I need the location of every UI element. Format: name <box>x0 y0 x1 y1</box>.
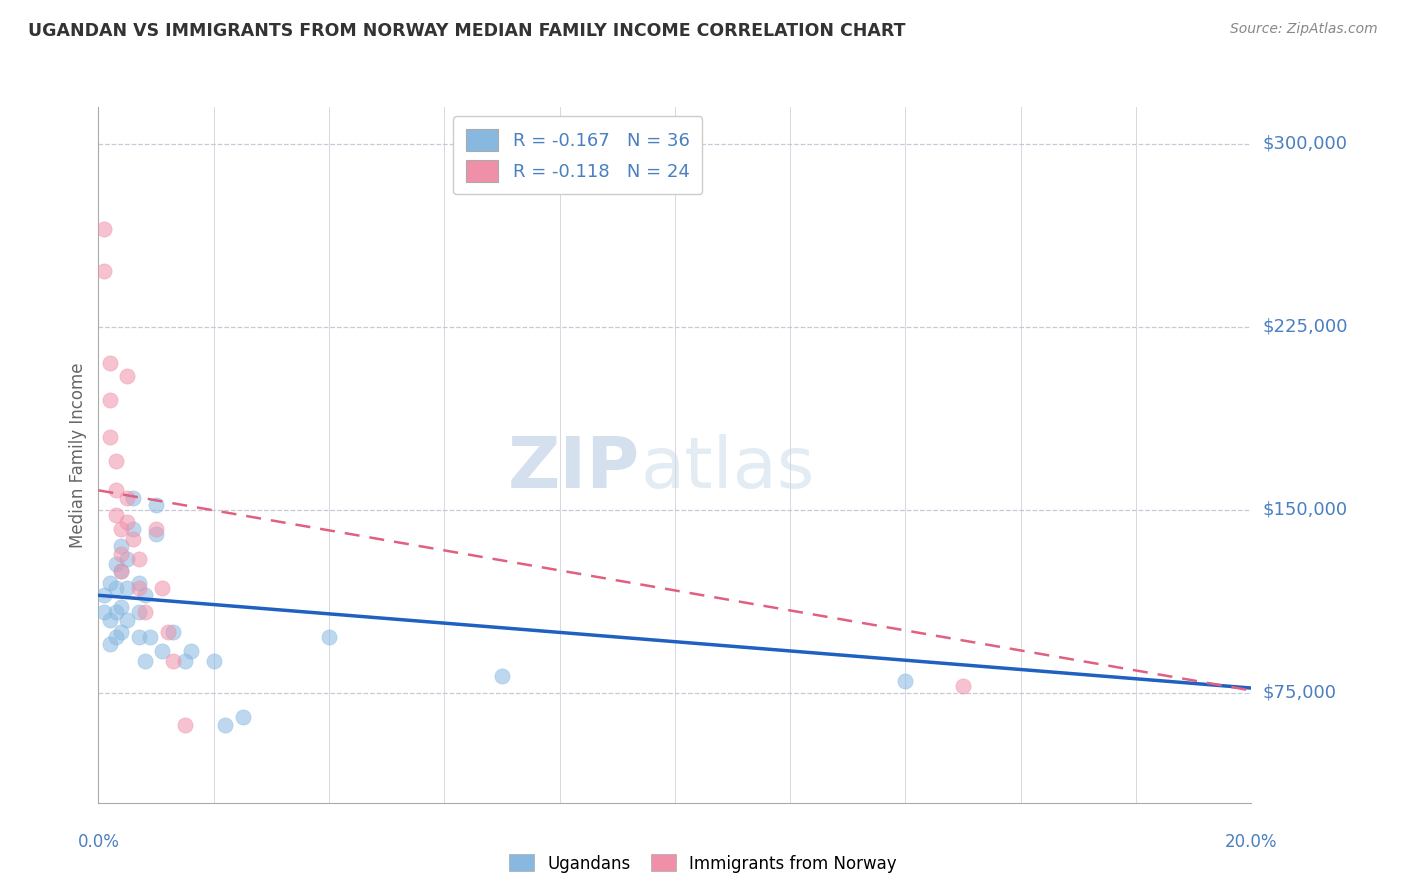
Point <box>145 522 167 536</box>
Point <box>104 630 127 644</box>
Point <box>318 630 340 644</box>
Point <box>117 551 138 566</box>
Point <box>150 644 173 658</box>
Point <box>150 581 173 595</box>
Point <box>98 613 121 627</box>
Point <box>110 600 132 615</box>
Text: 0.0%: 0.0% <box>77 833 120 851</box>
Text: ZIP: ZIP <box>508 434 640 503</box>
Point <box>117 613 138 627</box>
Point <box>214 717 236 731</box>
Point <box>117 581 138 595</box>
Point <box>110 564 132 578</box>
Point <box>174 654 197 668</box>
Point <box>104 557 127 571</box>
Point <box>128 606 150 620</box>
Text: UGANDAN VS IMMIGRANTS FROM NORWAY MEDIAN FAMILY INCOME CORRELATION CHART: UGANDAN VS IMMIGRANTS FROM NORWAY MEDIAN… <box>28 22 905 40</box>
Point <box>122 522 145 536</box>
Point <box>134 654 156 668</box>
Text: $75,000: $75,000 <box>1263 684 1337 702</box>
Text: $150,000: $150,000 <box>1263 500 1347 519</box>
Point <box>145 527 167 541</box>
Point <box>156 624 179 639</box>
Point <box>128 581 150 595</box>
Point <box>117 491 138 505</box>
Text: $225,000: $225,000 <box>1263 318 1348 335</box>
Point <box>110 522 132 536</box>
Point <box>98 392 121 407</box>
Point <box>98 576 121 591</box>
Legend: Ugandans, Immigrants from Norway: Ugandans, Immigrants from Norway <box>502 847 904 880</box>
Point <box>104 606 127 620</box>
Point <box>104 508 127 522</box>
Point <box>93 588 115 602</box>
Point <box>93 606 115 620</box>
Point <box>180 644 202 658</box>
Point <box>110 564 132 578</box>
Text: Source: ZipAtlas.com: Source: ZipAtlas.com <box>1230 22 1378 37</box>
Text: $300,000: $300,000 <box>1263 135 1347 153</box>
Point <box>231 710 254 724</box>
Point <box>894 673 917 688</box>
Point <box>128 630 150 644</box>
Point <box>104 483 127 498</box>
Text: 20.0%: 20.0% <box>1225 833 1278 851</box>
Point <box>128 551 150 566</box>
Point <box>104 581 127 595</box>
Point <box>98 637 121 651</box>
Point <box>952 679 974 693</box>
Point <box>93 222 115 236</box>
Point <box>98 429 121 443</box>
Point <box>122 532 145 546</box>
Point <box>134 606 156 620</box>
Text: atlas: atlas <box>640 434 814 503</box>
Point <box>134 588 156 602</box>
Point <box>202 654 225 668</box>
Point <box>145 498 167 512</box>
Point <box>98 356 121 370</box>
Point <box>110 540 132 554</box>
Legend: R = -0.167   N = 36, R = -0.118   N = 24: R = -0.167 N = 36, R = -0.118 N = 24 <box>453 116 703 194</box>
Point <box>122 491 145 505</box>
Point <box>110 624 132 639</box>
Point <box>117 515 138 529</box>
Point <box>104 454 127 468</box>
Point <box>117 368 138 383</box>
Point <box>174 717 197 731</box>
Point <box>162 624 184 639</box>
Point <box>93 263 115 277</box>
Point <box>128 576 150 591</box>
Point <box>139 630 162 644</box>
Y-axis label: Median Family Income: Median Family Income <box>69 362 87 548</box>
Point <box>491 669 513 683</box>
Point <box>162 654 184 668</box>
Point <box>110 547 132 561</box>
